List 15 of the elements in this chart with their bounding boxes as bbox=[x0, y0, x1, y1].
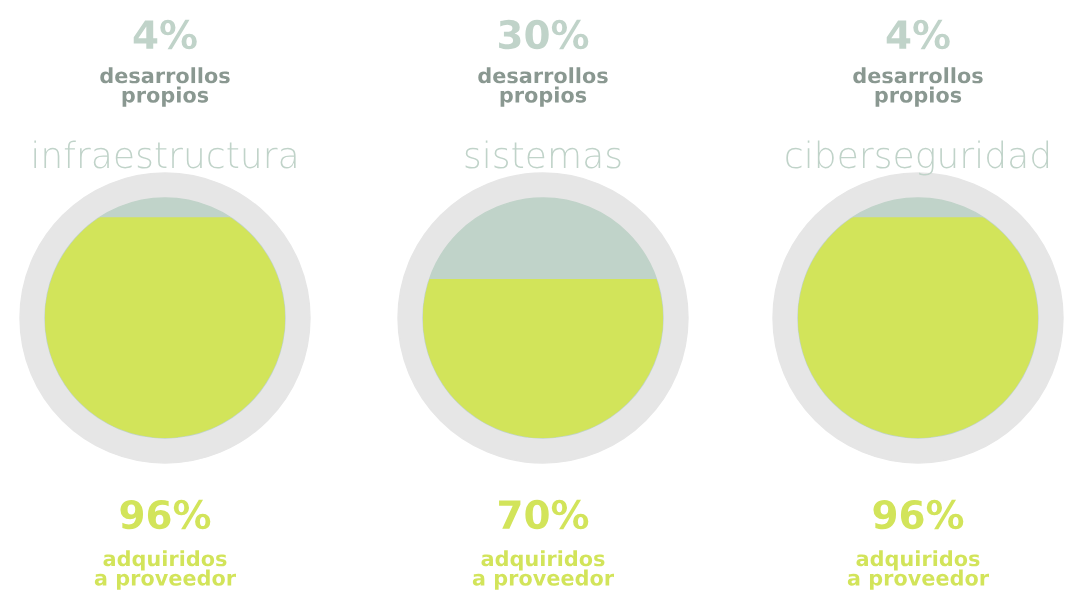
data-label: 70% bbox=[499, 499, 589, 530]
text: infraestructura bbox=[34, 140, 296, 169]
category-label: adquiridos a proveedor bbox=[472, 550, 615, 590]
data-label: 96% bbox=[873, 499, 964, 530]
data-label: 96% bbox=[120, 499, 211, 530]
data-label: 4% bbox=[133, 19, 197, 50]
text: sistemas bbox=[465, 140, 621, 169]
category-label: adquiridos a proveedor bbox=[847, 550, 990, 590]
category-label: desarrollos propios bbox=[100, 67, 230, 107]
category-label: desarrollos propios bbox=[853, 67, 983, 107]
category-label: desarrollos propios bbox=[478, 67, 608, 107]
data-label: 4% bbox=[886, 19, 950, 50]
category-label: adquiridos a proveedor bbox=[94, 550, 237, 590]
data-label: 30% bbox=[499, 19, 589, 50]
text: ciberseguridad bbox=[786, 140, 1049, 176]
